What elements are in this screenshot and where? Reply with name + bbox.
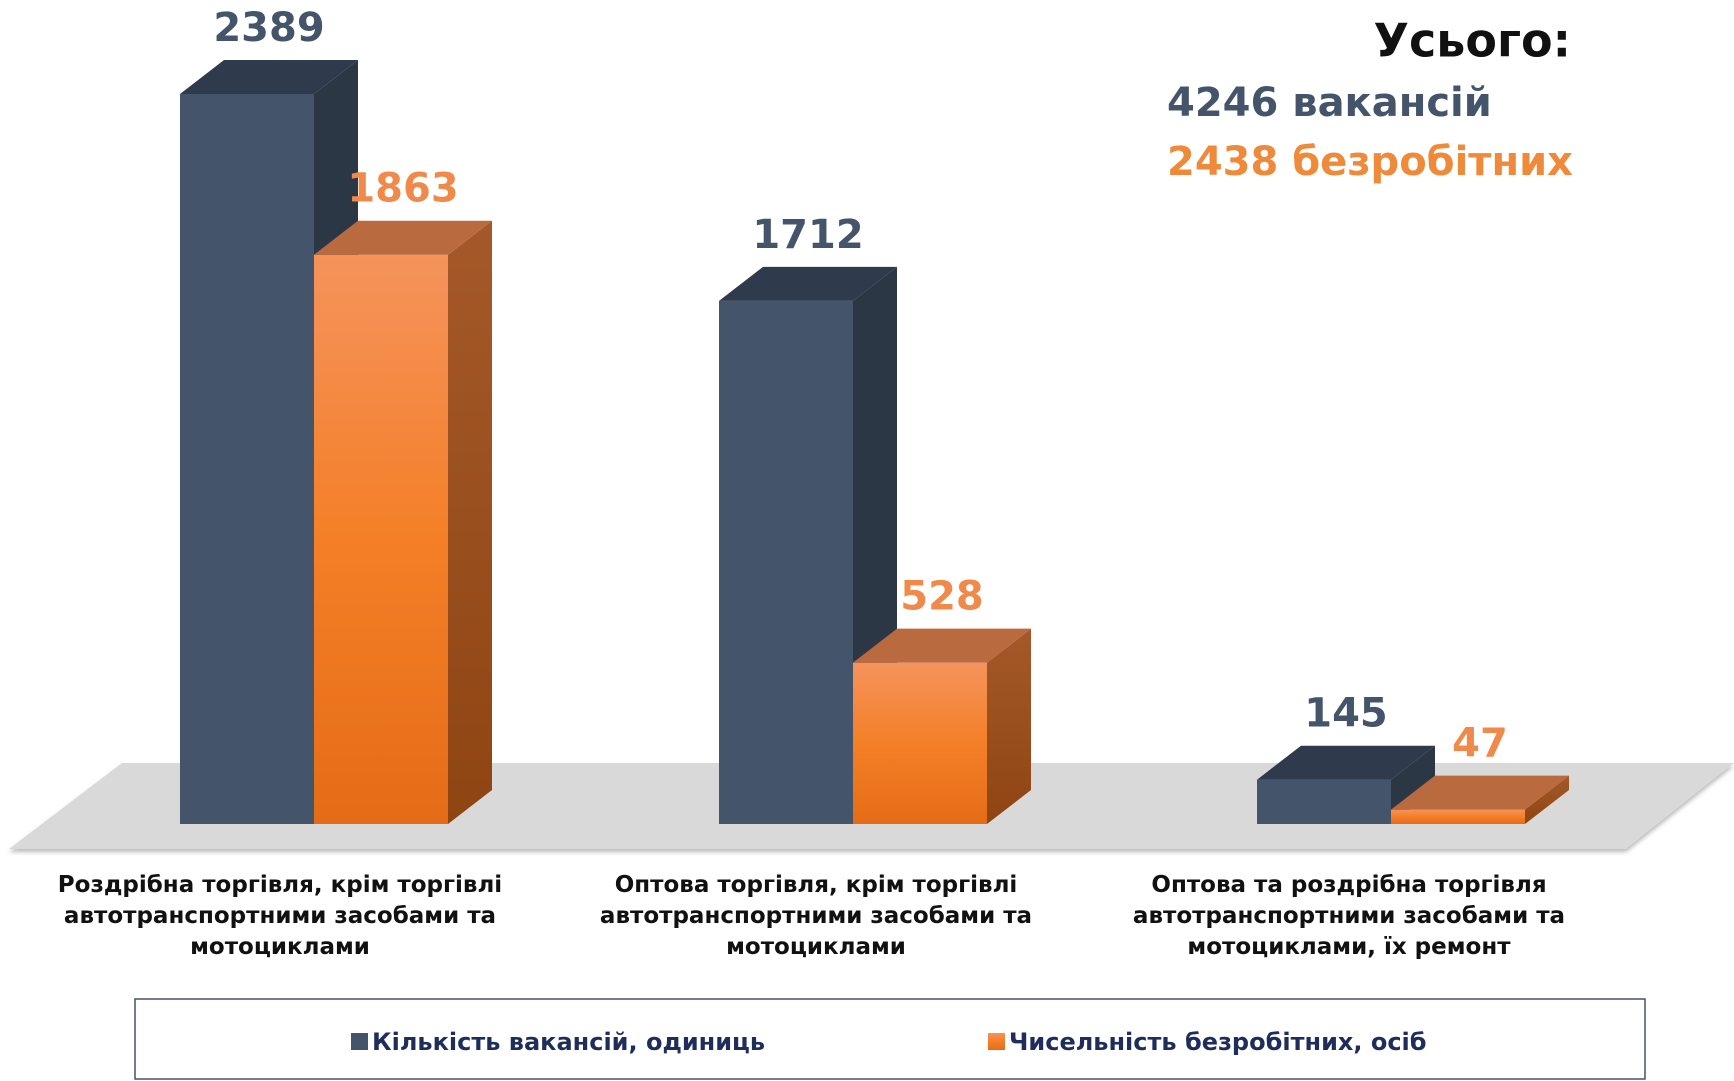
value-label: 1712 xyxy=(752,212,863,258)
bar-front xyxy=(1391,809,1525,824)
bar-top xyxy=(1257,745,1435,780)
legend-swatch xyxy=(988,1033,1005,1050)
bar xyxy=(1391,775,1569,824)
bar-top xyxy=(853,628,1031,663)
legend-box xyxy=(134,998,1646,1080)
value-label: 1863 xyxy=(347,166,458,212)
legend-swatch xyxy=(351,1033,368,1050)
bar-side xyxy=(448,220,492,824)
bar-top xyxy=(180,60,358,94)
category-label: Оптова торгівля, крім торгівлі автотранс… xyxy=(599,872,1033,960)
bar-front xyxy=(853,662,987,824)
bar-top xyxy=(314,220,492,255)
bar-front xyxy=(719,300,853,824)
total-unemployed: 2438 безробітних xyxy=(1167,139,1573,185)
value-label: 2389 xyxy=(213,5,324,51)
bar-front xyxy=(314,254,448,824)
category-label: Роздрібна торгівля, крім торгівлі автотр… xyxy=(57,872,503,960)
legend-label: Кількість вакансій, одиниць xyxy=(372,1028,765,1056)
bar-side xyxy=(1525,775,1569,824)
value-label: 528 xyxy=(900,574,984,620)
value-label: 47 xyxy=(1452,721,1508,767)
bar-top xyxy=(719,266,897,301)
bar-front xyxy=(1257,779,1391,824)
category-label: Оптова та роздрібна торгівля автотранспо… xyxy=(1132,872,1566,960)
bar xyxy=(1257,745,1435,824)
total-vacancies: 4246 вакансій xyxy=(1167,80,1492,126)
bar xyxy=(314,220,492,824)
bar-front xyxy=(180,94,314,824)
value-label: 145 xyxy=(1304,691,1388,737)
legend-label: Чисельність безробітних, осіб xyxy=(1009,1028,1427,1056)
total-title: Усього: xyxy=(1374,14,1571,68)
bar-side xyxy=(987,628,1031,824)
bar xyxy=(853,628,1031,824)
bar-top xyxy=(1391,775,1569,810)
